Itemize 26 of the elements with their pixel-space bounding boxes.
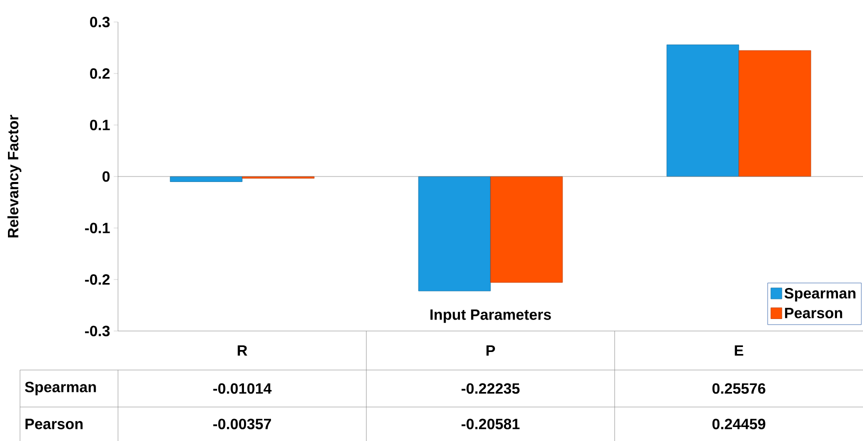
- y-tick-label: -0.3: [85, 326, 110, 336]
- y-tick-label: -0.1: [85, 222, 110, 234]
- y-tick-label: 0.1: [90, 120, 110, 130]
- legend-label: Spearman: [784, 288, 856, 302]
- bar: [490, 176, 563, 283]
- data-label: 0.25576: [712, 383, 766, 394]
- bar: [666, 44, 740, 177]
- data-label: 0.24459: [712, 418, 766, 430]
- data-label: -0.00357: [213, 418, 272, 430]
- text: Spearman: [24, 382, 96, 396]
- y-tick-label: -0.2: [85, 274, 110, 285]
- data-label: -0.20581: [462, 418, 520, 430]
- y-tick-label: 0.3: [90, 16, 110, 28]
- y-axis-title: Relevancy Factor: [7, 114, 22, 238]
- bar: [738, 50, 812, 177]
- x-tick-label: E: [734, 345, 744, 356]
- y-tick-label: 0.2: [90, 68, 110, 79]
- data-label: -0.22235: [462, 383, 520, 394]
- y-tick-label: 0: [102, 171, 110, 182]
- x-axis-title: Input Parameters: [430, 309, 551, 323]
- bar: [418, 176, 491, 292]
- x-tick-label: R: [238, 345, 248, 356]
- text: Pearson: [26, 418, 83, 430]
- data-label: -0.01014: [213, 383, 272, 394]
- legend-label: Pearson: [785, 308, 842, 318]
- x-tick-label: P: [486, 345, 495, 356]
